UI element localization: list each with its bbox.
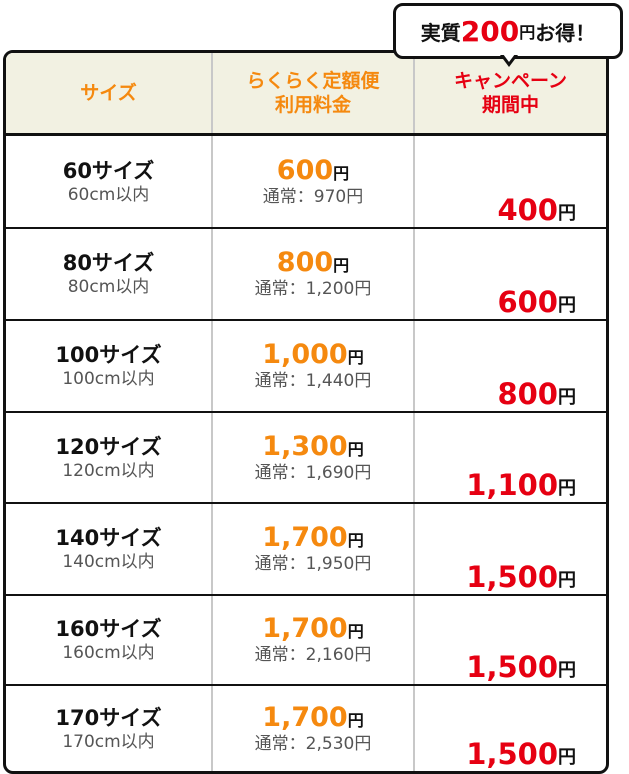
fee-yen: 円 <box>347 531 364 550</box>
size-limit: 170cm以内 <box>62 731 155 752</box>
bubble-prefix: 実質 <box>420 20 461 45</box>
campaign-cell: 600 円 <box>415 229 606 319</box>
fee-cell: 1,700円 通常：2,160円 <box>213 596 415 684</box>
size-cell: 160サイズ 160cm以内 <box>6 596 213 684</box>
header-campaign: キャンペーン 期間中 <box>453 70 568 116</box>
campaign-cell: 1,500 円 <box>415 596 606 684</box>
size-limit: 100cm以内 <box>62 369 155 389</box>
fee-price: 1,000 <box>262 339 348 370</box>
size-cell: 80サイズ 80cm以内 <box>6 229 213 319</box>
fee-yen: 円 <box>347 348 364 367</box>
campaign-cell: 1,100 円 <box>415 413 606 502</box>
campaign-cell: 400 円 <box>415 136 606 227</box>
size-cell: 60サイズ 60cm以内 <box>6 136 213 227</box>
campaign-cell: 800 円 <box>415 321 606 411</box>
price-table: サイズ らくらく定額便 利用料金 キャンペーン 期間中 60サイズ 60cm以内… <box>3 50 609 774</box>
campaign-price: 600 <box>497 285 558 319</box>
fee-price: 1,700 <box>262 701 348 733</box>
campaign-price: 1,500 <box>466 560 558 594</box>
size-cell: 120サイズ 120cm以内 <box>6 413 213 502</box>
size-limit: 120cm以内 <box>62 460 155 481</box>
bubble-amount: 200 <box>460 14 520 48</box>
size-limit: 140cm以内 <box>62 552 155 572</box>
regular-price: 通常：1,950円 <box>254 554 372 574</box>
size-label: 120サイズ <box>55 434 162 459</box>
table-row: 80サイズ 80cm以内 800円 通常：1,200円 600 円 <box>6 229 606 321</box>
campaign-yen: 円 <box>558 387 576 408</box>
table-row: 60サイズ 60cm以内 600円 通常：970円 400 円 <box>6 136 606 229</box>
fee-cell: 1,700円 通常：2,530円 <box>213 686 415 771</box>
regular-price: 通常：2,530円 <box>254 733 372 754</box>
size-label: 170サイズ <box>55 705 162 730</box>
campaign-yen: 円 <box>558 747 576 768</box>
fee-yen: 円 <box>333 256 350 275</box>
bubble-suffix: お得！ <box>535 20 596 45</box>
fee-yen: 円 <box>347 622 364 641</box>
campaign-price: 1,500 <box>466 650 558 684</box>
savings-bubble: 実質 200 円 お得！ <box>393 3 623 59</box>
campaign-price: 800 <box>497 377 558 411</box>
campaign-yen: 円 <box>558 570 576 591</box>
size-cell: 100サイズ 100cm以内 <box>6 321 213 411</box>
size-label: 160サイズ <box>55 617 162 641</box>
size-label: 100サイズ <box>55 343 162 367</box>
regular-price: 通常：1,200円 <box>254 279 372 299</box>
size-cell: 140サイズ 140cm以内 <box>6 504 213 594</box>
table-row: 160サイズ 160cm以内 1,700円 通常：2,160円 1,500 円 <box>6 596 606 686</box>
size-limit: 160cm以内 <box>62 643 155 663</box>
fee-price: 1,300 <box>262 430 348 462</box>
size-cell: 170サイズ 170cm以内 <box>6 686 213 771</box>
campaign-yen: 円 <box>558 660 576 681</box>
fee-price: 1,700 <box>262 522 348 553</box>
campaign-price: 1,500 <box>466 737 558 771</box>
size-limit: 80cm以内 <box>67 277 150 297</box>
size-label: 80サイズ <box>62 251 155 275</box>
fee-cell: 1,700円 通常：1,950円 <box>213 504 415 594</box>
header-fee: らくらく定額便 利用料金 <box>213 53 415 133</box>
size-label: 60サイズ <box>62 158 155 183</box>
fee-price: 800 <box>276 247 334 278</box>
campaign-cell: 1,500 円 <box>415 504 606 594</box>
campaign-price: 1,100 <box>466 468 558 502</box>
fee-cell: 1,300円 通常：1,690円 <box>213 413 415 502</box>
regular-price: 通常：2,160円 <box>254 645 372 665</box>
table-header: サイズ らくらく定額便 利用料金 キャンペーン 期間中 <box>6 53 606 136</box>
regular-price: 通常：970円 <box>262 186 364 207</box>
regular-price: 通常：1,440円 <box>254 371 372 391</box>
fee-yen: 円 <box>347 439 364 459</box>
size-limit: 60cm以内 <box>67 184 150 205</box>
campaign-cell: 1,500 円 <box>415 686 606 771</box>
fee-cell: 800円 通常：1,200円 <box>213 229 415 319</box>
campaign-price: 400 <box>497 193 558 227</box>
regular-price: 通常：1,690円 <box>254 462 372 483</box>
fee-cell: 1,000円 通常：1,440円 <box>213 321 415 411</box>
size-label: 140サイズ <box>55 526 162 550</box>
fee-yen: 円 <box>333 163 350 183</box>
bubble-yen: 円 <box>519 23 536 42</box>
campaign-yen: 円 <box>558 478 576 499</box>
campaign-yen: 円 <box>558 295 576 316</box>
table-row: 120サイズ 120cm以内 1,300円 通常：1,690円 1,100 円 <box>6 413 606 504</box>
table-row: 140サイズ 140cm以内 1,700円 通常：1,950円 1,500 円 <box>6 504 606 596</box>
fee-cell: 600円 通常：970円 <box>213 136 415 227</box>
fee-price: 600 <box>276 154 334 186</box>
table-row: 100サイズ 100cm以内 1,000円 通常：1,440円 800 円 <box>6 321 606 413</box>
header-size: サイズ <box>6 53 213 133</box>
fee-yen: 円 <box>347 710 364 730</box>
table-row: 170サイズ 170cm以内 1,700円 通常：2,530円 1,500 円 <box>6 686 606 771</box>
campaign-yen: 円 <box>558 203 576 224</box>
fee-price: 1,700 <box>262 613 348 644</box>
